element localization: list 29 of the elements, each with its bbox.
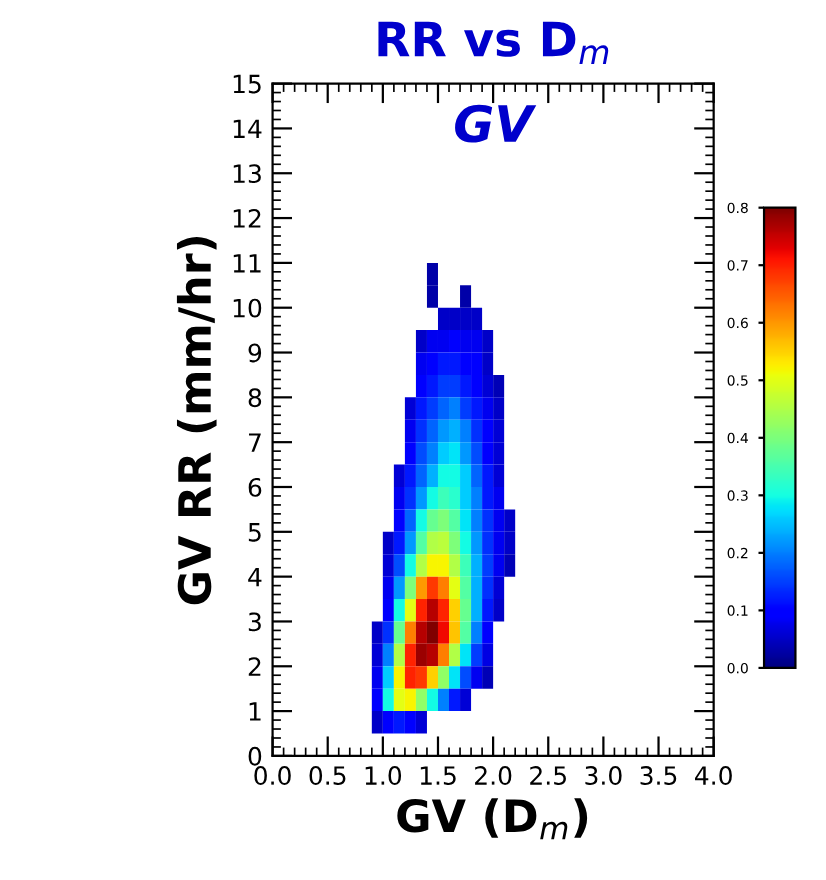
x-tick-label: 3.5 (640, 766, 677, 785)
x-tick-label: 1.0 (365, 766, 402, 785)
y-tick-label: 2 (248, 657, 261, 676)
chart-subtitle: GV (455, 104, 537, 143)
y-tick-label: 15 (233, 74, 261, 94)
y-tick-label: 6 (248, 477, 262, 497)
y-tick-label: 12 (233, 209, 261, 228)
y-tick-label: 0 (248, 746, 262, 766)
y-tick-label: 9 (248, 343, 262, 363)
y-tick-label: 8 (248, 388, 262, 408)
chart-title: RR vs D$_{m}$ (378, 21, 609, 64)
y-tick-label: 4 (248, 567, 262, 587)
x-tick-label: 2.0 (475, 766, 512, 785)
x-axis-title: GV (D$_{m}$) (397, 798, 588, 840)
x-tick-label: 4.0 (695, 766, 732, 785)
y-tick-label: 1 (249, 702, 261, 721)
x-tick-label: 0.0 (254, 766, 291, 785)
x-tick-label: 3.0 (585, 766, 622, 785)
y-tick-label: 13 (233, 164, 261, 184)
y-tick-label: 7 (249, 433, 261, 452)
x-tick-label: 1.5 (420, 766, 456, 785)
y-tick-label: 11 (233, 254, 261, 273)
x-tick-label: 2.5 (530, 766, 566, 785)
y-tick-label: 10 (233, 298, 262, 318)
y-axis-title: GV RR (mm/hr) (176, 236, 217, 605)
y-tick-label: 3 (248, 612, 261, 632)
y-tick-label: 5 (248, 523, 261, 542)
x-tick-label: 0.5 (309, 766, 346, 785)
y-tick-label: 14 (233, 119, 262, 138)
